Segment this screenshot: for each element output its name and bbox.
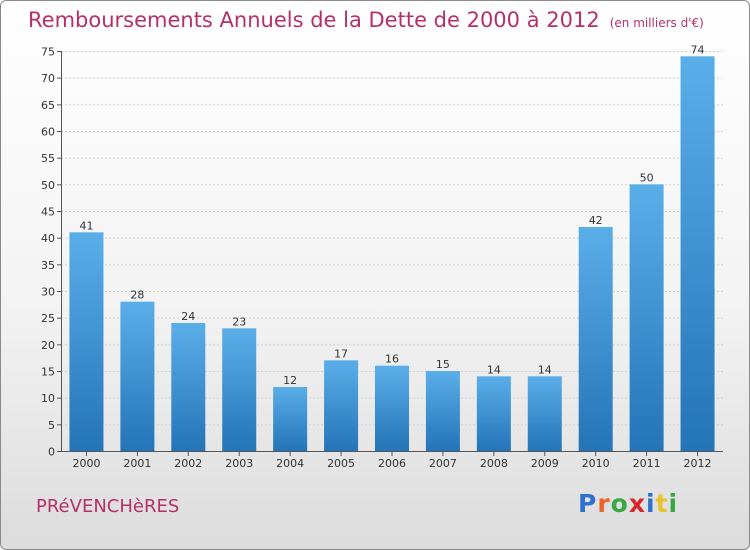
logo-letter: t <box>655 489 669 518</box>
logo-letter: x <box>628 489 646 518</box>
axes <box>57 51 723 456</box>
x-tick-label: 2006 <box>378 457 406 470</box>
bar <box>375 365 409 451</box>
bar <box>273 387 308 451</box>
proxiti-logo: Proxiti <box>578 489 678 518</box>
y-tick-label: 35 <box>41 259 55 272</box>
x-tick-label: 2000 <box>72 457 100 470</box>
labels: 0 5 10 15 20 25 30 35 40 45 50 55 60 65 70 75 41 2000 28 20… <box>41 43 712 470</box>
bar <box>680 56 715 451</box>
bar <box>324 360 359 451</box>
x-tick-label: 2007 <box>429 457 457 470</box>
data-label: 12 <box>283 374 297 387</box>
data-label: 14 <box>487 363 501 376</box>
title-text: Remboursements Annuels de la Dette de 20… <box>28 8 600 32</box>
unit-label: (en milliers d'€) <box>609 16 704 30</box>
data-label: 50 <box>640 171 654 184</box>
y-tick-label: 10 <box>41 392 55 405</box>
y-tick-label: 15 <box>41 366 55 379</box>
y-tick-label: 45 <box>41 206 55 219</box>
y-tick-label: 20 <box>41 339 55 352</box>
bar <box>476 376 511 451</box>
bars <box>69 56 715 452</box>
data-label: 14 <box>538 363 552 376</box>
logo-letter: r <box>597 489 611 518</box>
x-tick-label: 2010 <box>582 457 610 470</box>
x-tick-label: 2003 <box>225 457 253 470</box>
x-tick-label: 2001 <box>123 457 151 470</box>
x-tick-label: 2005 <box>327 457 355 470</box>
y-tick-label: 50 <box>41 179 55 192</box>
bar <box>120 301 155 451</box>
y-tick-label: 25 <box>41 312 55 325</box>
data-label: 16 <box>385 353 399 366</box>
x-tick-label: 2008 <box>480 457 508 470</box>
y-tick-label: 75 <box>41 46 55 59</box>
x-tick-label: 2004 <box>276 457 304 470</box>
chart-title: Remboursements Annuels de la Dette de 20… <box>28 8 704 32</box>
y-tick-label: 0 <box>48 446 55 459</box>
x-tick-label: 2012 <box>684 457 712 470</box>
y-tick-label: 40 <box>41 232 55 245</box>
x-tick-label: 2011 <box>633 457 661 470</box>
y-tick-label: 55 <box>41 152 55 165</box>
bar <box>425 371 460 451</box>
x-tick-label: 2009 <box>531 457 559 470</box>
logo-letter: o <box>610 489 629 518</box>
bar <box>69 232 104 451</box>
bar <box>629 184 664 452</box>
logo-letter: i <box>646 489 656 518</box>
y-tick-label: 5 <box>48 419 55 432</box>
y-tick-label: 30 <box>41 286 55 299</box>
data-label: 42 <box>589 214 603 227</box>
logo-letter: i <box>668 489 679 518</box>
data-label: 15 <box>436 358 450 371</box>
y-tick-label: 65 <box>41 99 55 112</box>
bar <box>578 227 613 451</box>
y-tick-label: 60 <box>41 126 55 139</box>
bar <box>171 323 206 451</box>
bar <box>222 328 257 451</box>
data-label: 74 <box>691 43 705 56</box>
commune-name: PRéVENCHèRES <box>36 496 180 517</box>
data-label: 24 <box>181 310 195 323</box>
logo-letter: P <box>578 489 598 518</box>
bar <box>527 376 562 451</box>
data-label: 41 <box>79 219 93 232</box>
data-label: 28 <box>130 289 144 302</box>
y-tick-label: 70 <box>41 72 55 85</box>
data-label: 17 <box>334 347 348 360</box>
x-tick-label: 2002 <box>174 457 202 470</box>
data-label: 23 <box>232 315 246 328</box>
